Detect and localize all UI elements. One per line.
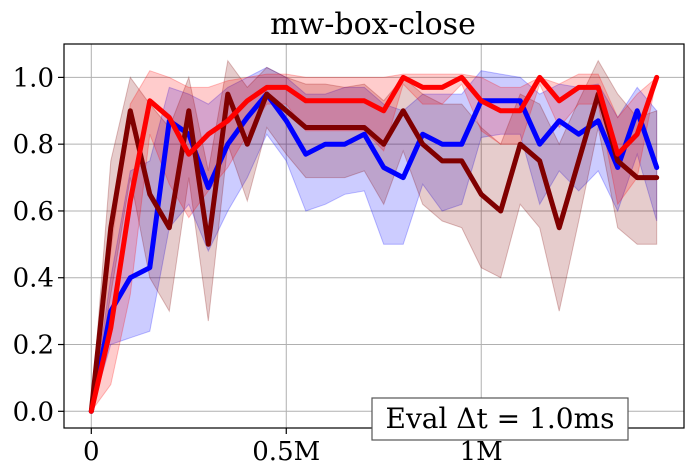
annotation-box: Eval Δt = 1.0ms: [371, 397, 629, 441]
series-2-line: [88, 74, 660, 414]
y-axis: 0.0 0.2 0.4 0.6 0.8 1.0: [13, 63, 64, 427]
y-tick-label: 0.8: [13, 130, 54, 160]
series-lines: [88, 74, 660, 414]
grid: [64, 44, 684, 428]
x-tick-label: 0.5M: [252, 437, 320, 467]
x-axis: 0 0.5M 1M: [83, 428, 503, 467]
y-tick-label: 0.6: [13, 197, 54, 227]
y-tick-label: 0.4: [13, 264, 54, 294]
chart-title: mw-box-close: [270, 7, 476, 42]
series-1-line: [88, 91, 660, 414]
y-tick-label: 1.0: [13, 63, 54, 93]
x-tick-label: 0: [83, 437, 100, 467]
y-tick-label: 0.2: [13, 331, 54, 361]
x-tick-label: 1M: [460, 437, 503, 467]
annotation-text: Eval Δt = 1.0ms: [386, 402, 615, 435]
annotation-frame: [371, 397, 629, 441]
y-tick-label: 0.0: [13, 397, 54, 427]
confidence-bands: [90, 59, 658, 414]
